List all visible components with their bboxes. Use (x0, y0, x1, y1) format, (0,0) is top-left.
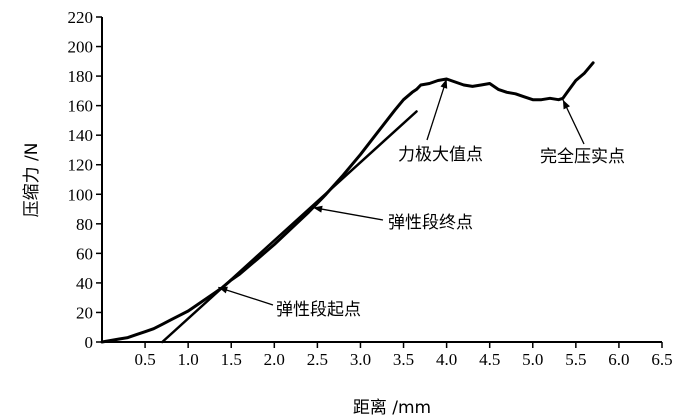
elastic-fit-line (161, 110, 418, 344)
y-tick-label: 200 (68, 38, 94, 57)
annotation-arrowhead (313, 205, 323, 213)
annotation-arrowhead (440, 79, 448, 89)
x-tick-label: 2.0 (264, 350, 285, 369)
y-tick-label: 120 (68, 156, 94, 175)
x-tick-label: 5.0 (522, 350, 543, 369)
annotation-label: 力极大值点 (398, 145, 483, 165)
annotation-label: 弹性段起点 (276, 300, 361, 320)
y-tick-label: 100 (68, 185, 94, 204)
x-axis-title: 距离 /mm (353, 398, 431, 418)
annotation-arrowhead (218, 286, 228, 294)
x-tick-label: 1.5 (221, 350, 242, 369)
annotation-layer: 弹性段起点 弹性段终点 力极大值点 完全压实点 (218, 78, 625, 320)
x-tick-label: 4.5 (479, 350, 500, 369)
y-tick-label: 60 (76, 244, 93, 263)
y-tick-label: 40 (76, 274, 93, 293)
x-tick-label: 4.0 (436, 350, 457, 369)
x-tick-label: 6.5 (651, 350, 672, 369)
annotation-label: 完全压实点 (540, 147, 625, 167)
y-tick-label: 80 (76, 215, 93, 234)
y-tick-label: 0 (85, 333, 94, 352)
x-tick-label: 6.0 (608, 350, 629, 369)
annotation-leader (426, 78, 448, 141)
y-tick-label: 20 (76, 303, 93, 322)
y-tick-label: 140 (68, 126, 94, 145)
x-tick-label: 0.5 (134, 350, 155, 369)
x-tick-label: 3.5 (393, 350, 414, 369)
y-tick-label: 160 (68, 97, 94, 116)
series-layer (100, 61, 595, 344)
annotation-arrowhead (562, 99, 570, 110)
axes (101, 17, 662, 343)
y-axis-title: 压缩力 /N (22, 143, 42, 218)
y-tick-label: 180 (68, 67, 94, 86)
annotation-label: 弹性段终点 (388, 213, 473, 233)
annotation-leader (218, 286, 274, 306)
annotation-leader (312, 206, 384, 221)
x-tick-label: 2.5 (307, 350, 328, 369)
x-tick-label: 3.0 (350, 350, 371, 369)
force-curve (100, 61, 595, 344)
y-tick-label: 220 (68, 8, 94, 27)
x-tick-label: 1.0 (178, 350, 199, 369)
ticks: 0.5 1.0 1.5 2.0 2.5 3.0 3.5 4.0 4.5 5.0 5.5 6.0 6.5 0… (68, 8, 673, 369)
x-tick-label: 5.5 (565, 350, 586, 369)
